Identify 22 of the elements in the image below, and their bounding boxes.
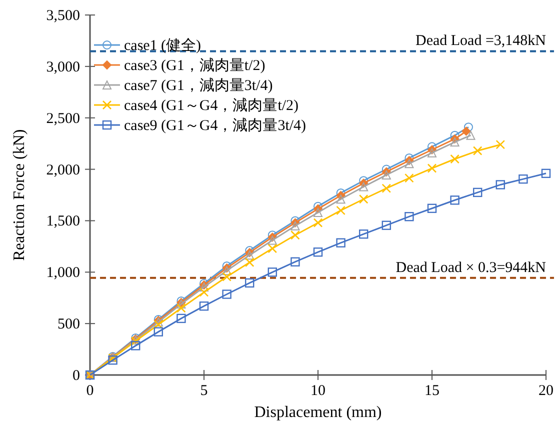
- y-tick-label: 1,500: [46, 214, 80, 230]
- x-tick-label: 5: [200, 383, 208, 399]
- legend-label: case7 (G1，減肉量3t/4): [124, 77, 273, 94]
- y-tick-label: 1,000: [46, 265, 80, 282]
- x-axis-title: Displacement (mm): [254, 404, 382, 421]
- y-tick-label: 0: [72, 368, 80, 384]
- legend-label: case9 (G1～G4，減肉量3t/4): [124, 117, 306, 134]
- legend-label: case4 (G1～G4，減肉量t/2): [124, 97, 299, 114]
- legend-label: case1 (健全): [124, 37, 202, 54]
- y-tick-label: 2,000: [46, 162, 80, 178]
- ref-line-label: Dead Load =3,148kN: [415, 33, 546, 50]
- x-tick-label: 0: [86, 383, 94, 399]
- y-tick-label: 3,000: [46, 59, 80, 76]
- x-tick-label: 20: [538, 383, 554, 399]
- y-tick-label: 2,500: [46, 110, 80, 127]
- y-tick-label: 3,500: [46, 8, 80, 24]
- y-tick-label: 500: [58, 316, 80, 333]
- y-axis-title: Reaction Force (kN): [11, 129, 28, 261]
- legend-label: case3 (G1，減肉量t/2): [124, 57, 266, 74]
- ref-line-label: Dead Load × 0.3=944kN: [396, 260, 546, 276]
- x-tick-label: 10: [310, 383, 326, 399]
- x-tick-label: 15: [424, 383, 440, 399]
